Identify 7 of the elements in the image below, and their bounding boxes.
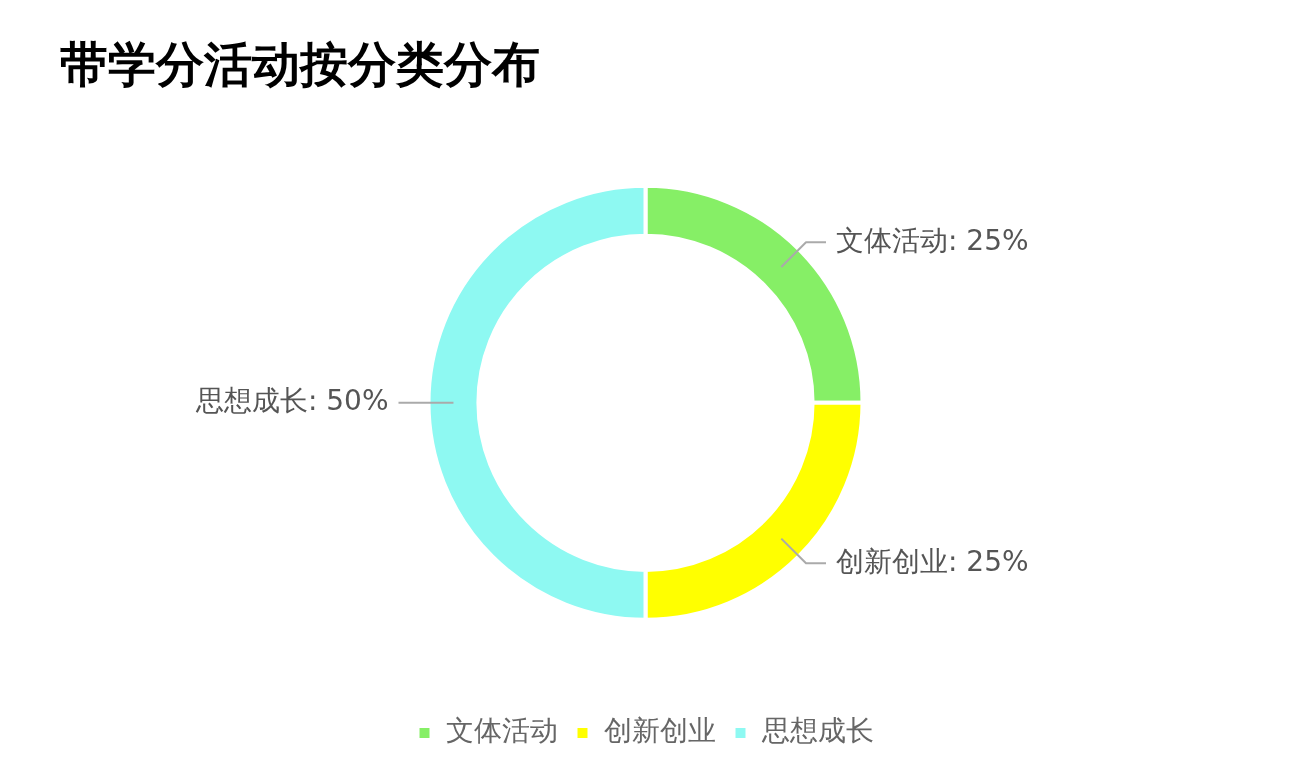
legend-label: 创新创业 bbox=[603, 714, 716, 748]
data-label: 创新创业: 25% bbox=[836, 544, 1029, 578]
legend-label: 思想成长 bbox=[760, 714, 874, 748]
data-label: 思想成长: 50% bbox=[194, 384, 389, 418]
data-label: 文体活动: 25% bbox=[836, 223, 1029, 257]
chart-title: 带学分活动按分类分布 bbox=[60, 36, 540, 93]
legend-label: 文体活动 bbox=[445, 714, 558, 748]
